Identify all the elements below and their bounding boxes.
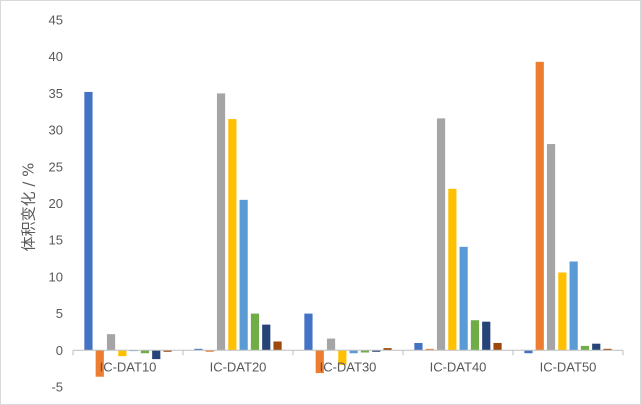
y-tick-label: 35: [49, 86, 63, 101]
bar-ic-dat20-s6: [250, 313, 260, 351]
bar-ic-dat40-s3: [436, 118, 446, 351]
bar-ic-dat40-s7: [482, 321, 491, 351]
bar-ic-dat10-s6: [140, 350, 150, 354]
bar-ic-dat30-s4: [338, 350, 347, 365]
bar-ic-dat20-s3: [216, 93, 226, 351]
y-tick-label: 20: [49, 196, 63, 211]
bar-ic-dat10-s3: [106, 334, 116, 351]
bar-ic-dat50-s2: [535, 61, 544, 351]
y-tick-label: 25: [49, 159, 63, 174]
labels-layer: -5 0 5 10 15 20 25 30 35 40 45 IC-DAT10 IC-DAT20 IC-D…: [49, 13, 597, 395]
bar-ic-dat50-s8: [603, 348, 612, 351]
y-tick-label: 40: [49, 49, 63, 64]
bar-ic-dat50-s3: [546, 144, 556, 351]
bar-ic-dat20-s4: [228, 119, 237, 351]
bar-ic-dat40-s6: [470, 320, 480, 351]
bar-ic-dat10-s4: [118, 350, 127, 357]
bar-ic-dat10-s7: [152, 350, 161, 360]
category-label: IC-DAT40: [430, 359, 487, 374]
bar-ic-dat30-s7: [372, 350, 381, 352]
bar-ic-dat40-s2: [425, 348, 434, 351]
bar-ic-dat20-s1: [194, 348, 203, 351]
y-tick-label: 45: [49, 13, 63, 28]
bar-ic-dat30-s3: [326, 338, 336, 351]
bar-ic-dat30-s1: [304, 313, 313, 351]
bar-ic-dat40-s8: [493, 342, 502, 351]
bar-ic-dat30-s5: [349, 350, 358, 354]
y-tick-label: 30: [49, 123, 63, 138]
bar-ic-dat20-s8: [273, 341, 282, 351]
bar-ic-dat40-s5: [459, 246, 468, 351]
y-tick-label: 10: [49, 269, 63, 284]
bar-ic-dat40-s4: [448, 188, 457, 351]
category-label: IC-DAT20: [210, 359, 267, 374]
bar-ic-dat20-s7: [262, 324, 271, 351]
category-label: IC-DAT30: [320, 359, 377, 374]
bar-ic-dat50-s6: [580, 345, 590, 351]
bar-ic-dat10-s1: [84, 91, 93, 351]
category-label: IC-DAT50: [540, 359, 597, 374]
bar-ic-dat30-s2: [315, 350, 324, 374]
bar-ic-dat10-s8: [163, 350, 172, 352]
bar-ic-dat30-s6: [360, 350, 370, 353]
y-tick-label: 5: [56, 306, 63, 321]
bar-ic-dat50-s4: [558, 272, 567, 351]
bar-ic-dat50-s1: [524, 350, 533, 354]
bar-ic-dat40-s1: [414, 342, 423, 351]
bar-ic-dat30-s8: [383, 348, 392, 351]
y-axis-title: 体积变化 / %: [20, 163, 38, 252]
y-tick-label: 0: [56, 343, 63, 358]
bars-layer: [84, 61, 612, 377]
category-label: IC-DAT10: [100, 359, 157, 374]
bar-ic-dat20-s5: [239, 199, 248, 351]
y-tick-label: 15: [49, 233, 63, 248]
axis-layer: [72, 349, 624, 356]
bar-ic-dat20-s2: [205, 350, 214, 352]
bar-ic-dat10-s2: [95, 350, 104, 377]
y-tick-label: -5: [51, 380, 63, 395]
bar-ic-dat50-s5: [569, 261, 578, 351]
bar-ic-dat50-s7: [592, 343, 601, 351]
